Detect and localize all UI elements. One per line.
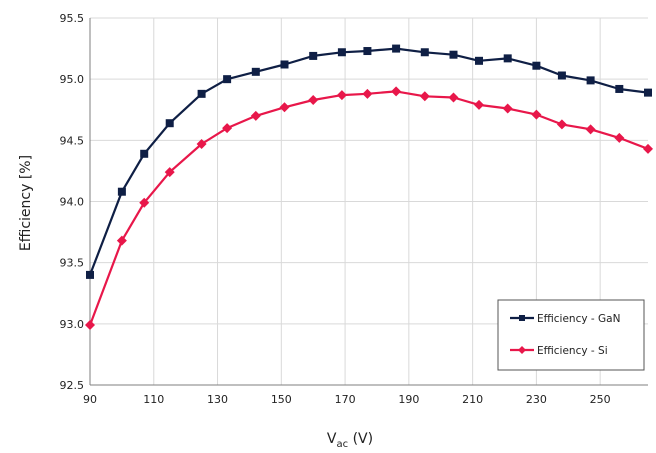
data-point-si [164, 167, 175, 178]
x-axis-label-sub: ac [336, 439, 348, 450]
data-point-si [474, 99, 485, 110]
data-point-si [614, 132, 625, 143]
data-point-gan [223, 75, 232, 84]
data-point-si [391, 86, 402, 97]
data-point-gan [165, 119, 174, 128]
data-point-si [502, 103, 513, 114]
data-point-gan [615, 84, 624, 93]
x-axis-label-main: V [327, 431, 337, 447]
data-point-si [116, 235, 127, 246]
data-point-si [585, 124, 596, 135]
chart-grid [89, 17, 648, 386]
data-point-gan [475, 56, 484, 65]
legend-marker-gan [519, 315, 525, 321]
data-point-si [448, 92, 459, 103]
legend-entry-gan: Efficiency - GaN [510, 313, 620, 325]
y-axis-label: Efficiency [%] [18, 155, 34, 251]
data-point-si [643, 143, 653, 154]
data-point-gan [557, 71, 566, 80]
data-point-gan [251, 67, 260, 76]
x-axis-label: Vac (V) [327, 431, 373, 450]
y-tick-label: 95.0 [60, 73, 85, 86]
data-point-si [222, 123, 233, 134]
data-point-gan [644, 88, 652, 97]
data-point-si [250, 110, 261, 121]
y-tick-label: 92.5 [60, 379, 85, 392]
legend-label-si: Efficiency - Si [537, 345, 608, 357]
data-point-si [336, 90, 347, 101]
data-point-si [196, 139, 207, 150]
legend: Efficiency - GaN Efficiency - Si [497, 299, 645, 371]
y-tick-label: 94.0 [60, 196, 85, 209]
data-point-si [308, 94, 319, 105]
data-point-gan [420, 48, 429, 57]
x-axis-label-unit: (V) [348, 431, 373, 447]
x-tick-label: 90 [83, 393, 97, 406]
data-point-si [556, 119, 567, 130]
y-tick-label: 93.5 [60, 257, 85, 270]
data-point-gan [337, 48, 346, 57]
y-tick-label: 95.5 [60, 12, 85, 25]
data-point-si [279, 102, 290, 113]
data-point-si [419, 91, 430, 102]
data-point-gan [86, 270, 94, 279]
legend-box [497, 299, 645, 371]
x-tick-label: 130 [207, 393, 228, 406]
data-point-gan [140, 149, 149, 158]
data-point-gan [309, 51, 318, 60]
x-tick-label: 190 [398, 393, 419, 406]
data-point-gan [449, 50, 458, 59]
x-tick-label: 210 [462, 393, 483, 406]
data-point-gan [280, 60, 289, 69]
data-point-gan [363, 47, 372, 56]
data-point-gan [392, 44, 401, 53]
data-point-gan [117, 187, 126, 196]
chart-series [85, 44, 653, 331]
data-point-gan [532, 61, 541, 70]
x-tick-label: 110 [143, 393, 164, 406]
data-point-si [362, 88, 373, 99]
x-tick-label: 150 [271, 393, 292, 406]
x-tick-label: 230 [526, 393, 547, 406]
legend-marker-si [518, 346, 526, 354]
y-tick-label: 94.5 [60, 134, 85, 147]
data-point-gan [503, 54, 512, 63]
data-point-si [531, 109, 542, 120]
series-line-gan [88, 47, 649, 276]
x-tick-label: 170 [335, 393, 356, 406]
legend-entry-si: Efficiency - Si [510, 345, 608, 357]
data-point-gan [197, 89, 206, 98]
data-point-si [139, 197, 150, 208]
tick-labels: 92.5 93.0 93.5 94.0 94.5 95.0 95.5 90 110 130 150 1… [60, 12, 611, 406]
x-tick-label: 250 [590, 393, 611, 406]
data-point-gan [586, 76, 595, 85]
legend-label-gan: Efficiency - GaN [537, 313, 620, 325]
y-tick-label: 93.0 [60, 318, 85, 331]
data-point-si [85, 320, 95, 331]
